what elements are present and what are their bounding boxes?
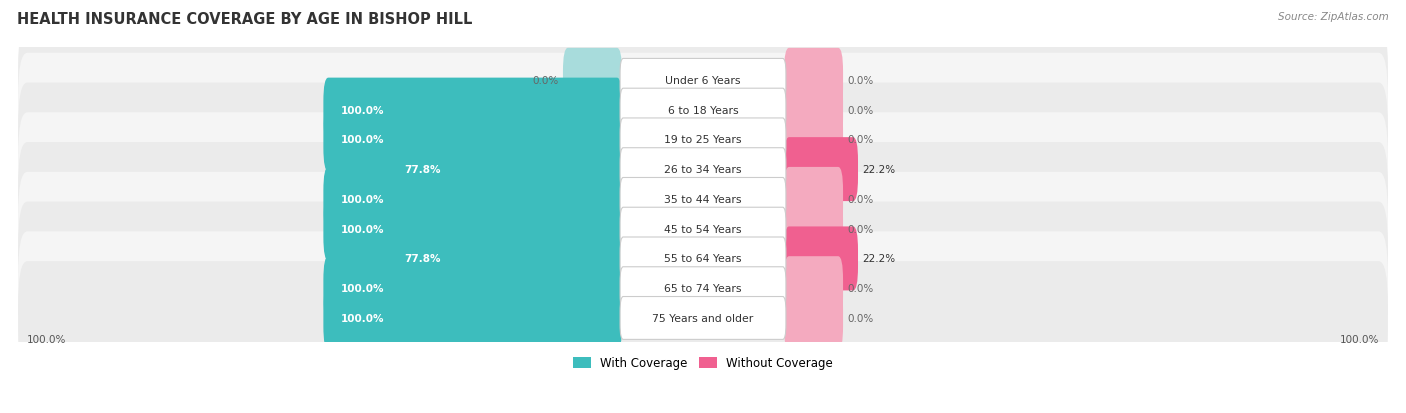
- Text: 100.0%: 100.0%: [1340, 335, 1379, 344]
- Text: 100.0%: 100.0%: [340, 224, 384, 234]
- FancyBboxPatch shape: [785, 168, 844, 231]
- Text: 0.0%: 0.0%: [533, 76, 558, 85]
- FancyBboxPatch shape: [388, 227, 621, 291]
- FancyBboxPatch shape: [620, 89, 786, 132]
- Text: 26 to 34 Years: 26 to 34 Years: [664, 165, 742, 175]
- FancyBboxPatch shape: [620, 208, 786, 251]
- FancyBboxPatch shape: [388, 138, 621, 202]
- FancyBboxPatch shape: [323, 168, 621, 231]
- Text: 75 Years and older: 75 Years and older: [652, 313, 754, 323]
- FancyBboxPatch shape: [18, 232, 1388, 345]
- Text: Source: ZipAtlas.com: Source: ZipAtlas.com: [1278, 12, 1389, 22]
- Text: 100.0%: 100.0%: [340, 105, 384, 115]
- Text: 77.8%: 77.8%: [405, 165, 441, 175]
- FancyBboxPatch shape: [785, 286, 844, 350]
- Text: 65 to 74 Years: 65 to 74 Years: [664, 283, 742, 294]
- FancyBboxPatch shape: [620, 297, 786, 339]
- Text: 100.0%: 100.0%: [27, 335, 66, 344]
- FancyBboxPatch shape: [620, 148, 786, 191]
- FancyBboxPatch shape: [18, 172, 1388, 286]
- FancyBboxPatch shape: [18, 143, 1388, 256]
- Text: 0.0%: 0.0%: [848, 135, 873, 145]
- Text: 100.0%: 100.0%: [340, 283, 384, 294]
- Text: 22.2%: 22.2%: [862, 165, 896, 175]
- FancyBboxPatch shape: [323, 256, 621, 320]
- Text: Under 6 Years: Under 6 Years: [665, 76, 741, 85]
- Text: 100.0%: 100.0%: [340, 313, 384, 323]
- Text: 55 to 64 Years: 55 to 64 Years: [664, 254, 742, 264]
- FancyBboxPatch shape: [18, 261, 1388, 375]
- FancyBboxPatch shape: [620, 237, 786, 280]
- FancyBboxPatch shape: [323, 78, 621, 142]
- FancyBboxPatch shape: [785, 256, 844, 320]
- Text: 35 to 44 Years: 35 to 44 Years: [664, 195, 742, 204]
- Text: 19 to 25 Years: 19 to 25 Years: [664, 135, 742, 145]
- Text: 100.0%: 100.0%: [340, 135, 384, 145]
- Text: 77.8%: 77.8%: [405, 254, 441, 264]
- FancyBboxPatch shape: [620, 178, 786, 221]
- FancyBboxPatch shape: [18, 83, 1388, 197]
- FancyBboxPatch shape: [785, 138, 858, 202]
- FancyBboxPatch shape: [785, 108, 844, 172]
- FancyBboxPatch shape: [18, 202, 1388, 316]
- FancyBboxPatch shape: [785, 49, 844, 113]
- FancyBboxPatch shape: [562, 49, 621, 113]
- FancyBboxPatch shape: [323, 108, 621, 172]
- Text: 0.0%: 0.0%: [848, 105, 873, 115]
- FancyBboxPatch shape: [785, 78, 844, 142]
- FancyBboxPatch shape: [620, 59, 786, 102]
- FancyBboxPatch shape: [18, 24, 1388, 138]
- FancyBboxPatch shape: [323, 197, 621, 261]
- Legend: With Coverage, Without Coverage: With Coverage, Without Coverage: [568, 352, 838, 374]
- Text: 0.0%: 0.0%: [848, 76, 873, 85]
- FancyBboxPatch shape: [18, 54, 1388, 167]
- Text: HEALTH INSURANCE COVERAGE BY AGE IN BISHOP HILL: HEALTH INSURANCE COVERAGE BY AGE IN BISH…: [17, 12, 472, 27]
- Text: 100.0%: 100.0%: [340, 195, 384, 204]
- FancyBboxPatch shape: [620, 119, 786, 161]
- FancyBboxPatch shape: [323, 286, 621, 350]
- Text: 45 to 54 Years: 45 to 54 Years: [664, 224, 742, 234]
- Text: 0.0%: 0.0%: [848, 313, 873, 323]
- Text: 0.0%: 0.0%: [848, 195, 873, 204]
- Text: 6 to 18 Years: 6 to 18 Years: [668, 105, 738, 115]
- FancyBboxPatch shape: [785, 197, 844, 261]
- Text: 0.0%: 0.0%: [848, 224, 873, 234]
- Text: 22.2%: 22.2%: [862, 254, 896, 264]
- FancyBboxPatch shape: [18, 113, 1388, 226]
- Text: 0.0%: 0.0%: [848, 283, 873, 294]
- FancyBboxPatch shape: [785, 227, 858, 291]
- FancyBboxPatch shape: [620, 267, 786, 310]
